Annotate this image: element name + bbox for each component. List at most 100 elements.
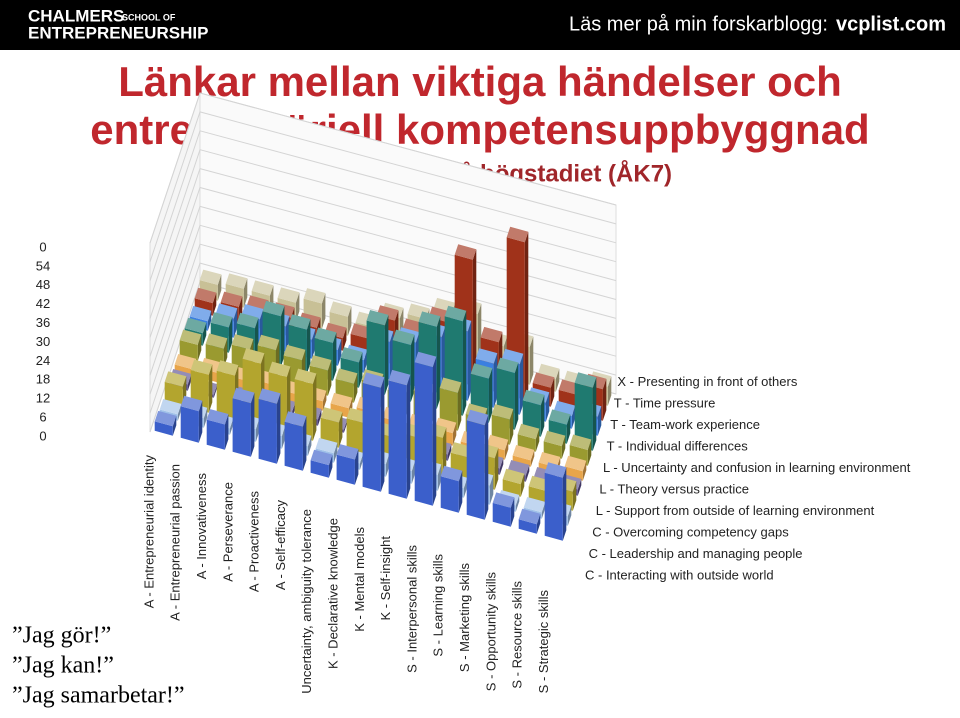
bar-top [310, 449, 333, 466]
bar-top [194, 287, 217, 304]
bar-front [362, 382, 381, 492]
bar-side [561, 435, 566, 459]
bar-top [388, 369, 411, 386]
x-tick-label: S - Opportunity skills [483, 572, 498, 692]
x-tick-label: A - Entrepreneurial identity [141, 455, 156, 609]
bar-side [384, 314, 389, 395]
bar-top [190, 359, 213, 375]
bar [440, 465, 463, 513]
bar-top [366, 310, 389, 326]
bar-front [216, 370, 235, 420]
bar-top [538, 452, 561, 468]
bar-top [574, 372, 597, 388]
bar-top [480, 326, 503, 343]
bar-side [519, 353, 524, 415]
x-tick-label: A - Self-efficacy [273, 500, 288, 591]
bar [190, 359, 213, 413]
bar-side [198, 400, 203, 443]
bar-side [514, 362, 519, 430]
bar-side [536, 513, 541, 534]
bar-front [330, 403, 349, 418]
bar-side [530, 449, 535, 467]
series-label: C - Leadership and managing people [589, 546, 803, 561]
y-tick-label: 42 [36, 296, 50, 311]
bar-side [307, 435, 312, 456]
bar-side [208, 364, 213, 413]
bar-top [470, 363, 493, 379]
bar-side [566, 414, 571, 444]
bar-side [447, 443, 452, 461]
bar-side [333, 442, 338, 463]
bar-side [337, 339, 342, 366]
bar-front [414, 362, 433, 506]
bar-front [492, 502, 511, 527]
title-line: Länkar mellan viktiga händelser och [118, 58, 842, 105]
bar-top [284, 411, 307, 427]
series-label: T - Time pressure [614, 395, 716, 410]
bar-top [548, 409, 571, 425]
x-tick-label: S - Strategic skills [536, 590, 551, 694]
grid-line [149, 186, 617, 338]
bar-side [317, 408, 322, 426]
bar-top [210, 312, 233, 328]
bar-top [206, 409, 229, 425]
bar [414, 351, 437, 506]
bar-top [569, 434, 592, 450]
link-url[interactable]: vcplist.com [836, 13, 946, 35]
bar [388, 369, 411, 499]
bar-top [440, 465, 463, 482]
x-tick-label: S - Resource skills [510, 581, 525, 689]
bar-top [294, 368, 317, 384]
y-tick-label: 12 [36, 391, 50, 406]
grid-line [149, 111, 617, 263]
bar-top [522, 389, 545, 406]
bar-front [512, 455, 531, 467]
x-tick-label: S - Interpersonal skills [404, 545, 419, 673]
bar-top [439, 377, 462, 393]
bar-top [179, 329, 202, 345]
bar-top [180, 395, 203, 412]
bar-top [277, 287, 300, 303]
bar-front [206, 419, 225, 450]
header-bar [0, 0, 960, 50]
bar-front [440, 476, 459, 513]
bar-top [502, 468, 525, 485]
x-tick-label: A - Entrepreneurial passion [168, 464, 183, 621]
bar-top [523, 497, 546, 513]
grid-line [149, 92, 617, 244]
bar-front [346, 418, 365, 455]
bar-side [359, 452, 364, 470]
bar-side [550, 377, 555, 407]
x-tick-label: S - Marketing skills [457, 563, 472, 673]
bar [180, 395, 203, 443]
bar-side [353, 373, 358, 403]
bar-top [330, 392, 353, 409]
bar-side [432, 356, 437, 506]
grid-line [149, 224, 617, 376]
bar-side [332, 332, 337, 381]
y-tick-label: 30 [36, 334, 50, 349]
grid-line [149, 167, 617, 319]
bar-top [512, 445, 535, 461]
bar-top [466, 409, 489, 426]
bar-side [327, 360, 332, 396]
bar-front [180, 406, 199, 443]
bar-side [328, 454, 333, 478]
bar-side [187, 373, 192, 391]
bar-top [496, 357, 519, 373]
bar [232, 387, 255, 457]
bar-top [288, 314, 311, 330]
grid-line [149, 149, 617, 300]
bar-top [236, 312, 259, 329]
bar [544, 462, 567, 541]
footer-line: ”Jag kan!” [12, 653, 114, 679]
bar-top [418, 311, 441, 327]
bar-side [338, 412, 343, 448]
bar-top [314, 327, 337, 343]
bar-side [411, 460, 416, 484]
bar-side [484, 414, 489, 520]
bar-side [229, 417, 234, 435]
bar-side [385, 453, 390, 477]
bar-side [217, 274, 222, 301]
